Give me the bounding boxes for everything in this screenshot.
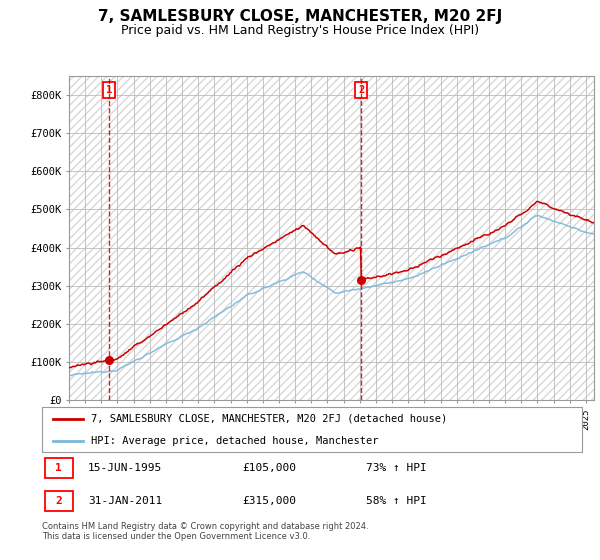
Text: 2: 2	[55, 496, 62, 506]
Text: 1: 1	[106, 85, 112, 95]
Text: Price paid vs. HM Land Registry's House Price Index (HPI): Price paid vs. HM Land Registry's House …	[121, 24, 479, 37]
FancyBboxPatch shape	[45, 491, 73, 511]
FancyBboxPatch shape	[45, 458, 73, 478]
Text: £315,000: £315,000	[242, 496, 296, 506]
Text: 31-JAN-2011: 31-JAN-2011	[88, 496, 162, 506]
Text: £105,000: £105,000	[242, 463, 296, 473]
Text: 2: 2	[358, 85, 364, 95]
Text: 58% ↑ HPI: 58% ↑ HPI	[366, 496, 427, 506]
FancyBboxPatch shape	[42, 407, 582, 452]
Text: 15-JUN-1995: 15-JUN-1995	[88, 463, 162, 473]
Text: HPI: Average price, detached house, Manchester: HPI: Average price, detached house, Manc…	[91, 436, 378, 446]
Text: This data is licensed under the Open Government Licence v3.0.: This data is licensed under the Open Gov…	[42, 532, 310, 541]
Text: 7, SAMLESBURY CLOSE, MANCHESTER, M20 2FJ: 7, SAMLESBURY CLOSE, MANCHESTER, M20 2FJ	[98, 9, 502, 24]
Text: 73% ↑ HPI: 73% ↑ HPI	[366, 463, 427, 473]
Text: 1: 1	[55, 463, 62, 473]
Text: 7, SAMLESBURY CLOSE, MANCHESTER, M20 2FJ (detached house): 7, SAMLESBURY CLOSE, MANCHESTER, M20 2FJ…	[91, 414, 447, 424]
Text: Contains HM Land Registry data © Crown copyright and database right 2024.: Contains HM Land Registry data © Crown c…	[42, 522, 368, 531]
